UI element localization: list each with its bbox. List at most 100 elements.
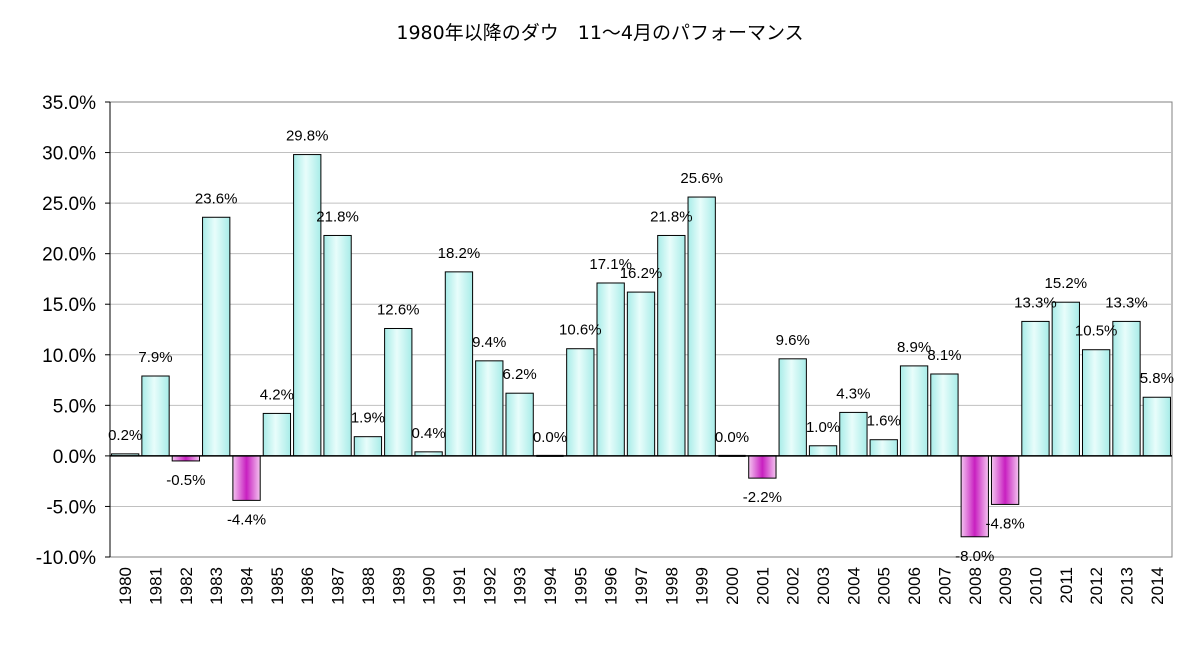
bar-1983: [202, 216, 231, 457]
data-label-1992: 9.4%: [472, 334, 506, 351]
x-tick-label: 1983: [207, 567, 226, 605]
data-label-1998: 21.8%: [650, 208, 693, 225]
y-tick-label: 30.0%: [42, 144, 96, 165]
data-label-2010: 13.3%: [1014, 294, 1057, 311]
data-label-1995: 10.6%: [559, 322, 602, 339]
x-tick-label: 2009: [996, 567, 1015, 605]
bar-1982: [171, 455, 201, 462]
x-tick-label: 1982: [177, 567, 196, 605]
data-label-2000: 0.0%: [715, 429, 749, 446]
bar-2007: [930, 373, 959, 457]
data-label-2011: 15.2%: [1045, 275, 1088, 292]
x-tick-label: 1981: [147, 567, 166, 605]
bar-1981: [141, 375, 170, 457]
x-tick-label: 1995: [571, 567, 590, 605]
y-tick-label: -10.0%: [36, 548, 96, 569]
bar-1996: [596, 282, 625, 457]
data-label-1997: 16.2%: [620, 265, 663, 282]
bar-2003: [808, 445, 838, 457]
bar-2005: [869, 439, 898, 457]
data-label-1986: 29.8%: [286, 128, 329, 145]
x-tick-label: 1980: [116, 567, 135, 605]
bar-2014: [1142, 396, 1171, 457]
y-tick-label: 10.0%: [42, 346, 96, 367]
x-tick-label: 2013: [1117, 567, 1136, 605]
data-label-1982: -0.5%: [166, 472, 205, 489]
data-label-2012: 10.5%: [1075, 323, 1118, 340]
bar-2009: [990, 455, 1020, 505]
bar-1993: [505, 392, 534, 457]
chart-title: 1980年以降のダウ 11～4月のパフォーマンス: [396, 22, 804, 44]
bar-1984: [232, 455, 261, 501]
bar-2004: [839, 411, 868, 457]
bar-1992: [475, 360, 504, 457]
bar-2013: [1112, 320, 1141, 457]
data-label-1984: -4.4%: [227, 511, 266, 528]
data-label-1999: 25.6%: [680, 170, 723, 187]
x-tick-label: 2001: [753, 567, 772, 605]
y-tick-label: -5.0%: [46, 497, 96, 518]
data-label-1989: 12.6%: [377, 301, 420, 318]
x-tick-label: 1999: [693, 567, 712, 605]
y-tick-label: 15.0%: [42, 295, 96, 316]
y-tick-label: 35.0%: [42, 93, 96, 114]
x-tick-label: 2006: [905, 567, 924, 605]
bar-1987: [323, 234, 352, 457]
x-tick-label: 2000: [723, 567, 742, 605]
bar-1985: [262, 412, 292, 457]
x-tick-label: 2007: [935, 567, 954, 605]
y-tick-label: 5.0%: [53, 396, 96, 417]
x-tick-label: 1997: [632, 567, 651, 605]
bar-2012: [1081, 349, 1111, 457]
data-label-2001: -2.2%: [743, 489, 782, 506]
data-label-2014: 5.8%: [1140, 370, 1174, 387]
x-tick-label: 1993: [511, 567, 530, 605]
data-label-1980: 0.2%: [108, 427, 142, 444]
data-label-2013: 13.3%: [1105, 294, 1148, 311]
y-tick-label: 20.0%: [42, 245, 96, 266]
data-label-1983: 23.6%: [195, 190, 238, 207]
x-tick-label: 1987: [329, 567, 348, 605]
x-tick-label: 1990: [420, 567, 439, 605]
x-tick-label: 2008: [966, 567, 985, 605]
bar-1989: [384, 327, 413, 457]
x-tick-label: 1991: [450, 567, 469, 605]
data-label-1988: 1.9%: [351, 410, 385, 427]
bar-1998: [657, 234, 686, 457]
x-tick-label: 1989: [389, 567, 408, 605]
bar-1995: [566, 348, 595, 457]
data-label-2003: 1.0%: [806, 419, 840, 436]
x-tick-label: 2004: [844, 567, 863, 605]
x-tick-label: 1985: [268, 567, 287, 605]
data-label-2004: 4.3%: [836, 385, 870, 402]
bar-1997: [626, 291, 656, 457]
x-tick-label: 2005: [875, 567, 894, 605]
x-tick-label: 2010: [1026, 567, 1045, 605]
x-tick-label: 1984: [238, 567, 257, 605]
bar-1999: [687, 196, 716, 457]
x-tick-label: 2014: [1148, 567, 1167, 605]
x-tick-label: 1996: [602, 567, 621, 605]
x-tick-label: 2003: [814, 567, 833, 605]
x-tick-label: 1998: [662, 567, 681, 605]
bar-1988: [353, 436, 383, 457]
bar-2006: [899, 365, 929, 457]
bar-1986: [293, 154, 322, 457]
bar-2002: [778, 358, 807, 457]
data-label-2009: -4.8%: [986, 515, 1025, 532]
x-tick-label: 1992: [480, 567, 499, 605]
data-label-2002: 9.6%: [776, 332, 810, 349]
bar-1991: [444, 271, 474, 457]
data-label-1991: 18.2%: [438, 245, 481, 262]
data-label-1985: 4.2%: [260, 386, 294, 403]
data-label-1981: 7.9%: [138, 349, 172, 366]
y-tick-label: 25.0%: [42, 194, 96, 215]
y-tick-label: 0.0%: [53, 447, 96, 468]
data-label-2006: 8.9%: [897, 339, 931, 356]
x-tick-label: 2002: [784, 567, 803, 605]
x-tick-label: 2011: [1057, 567, 1076, 604]
x-tick-label: 1988: [359, 567, 378, 605]
data-label-2005: 1.6%: [867, 413, 901, 430]
x-tick-label: 1986: [298, 567, 317, 605]
